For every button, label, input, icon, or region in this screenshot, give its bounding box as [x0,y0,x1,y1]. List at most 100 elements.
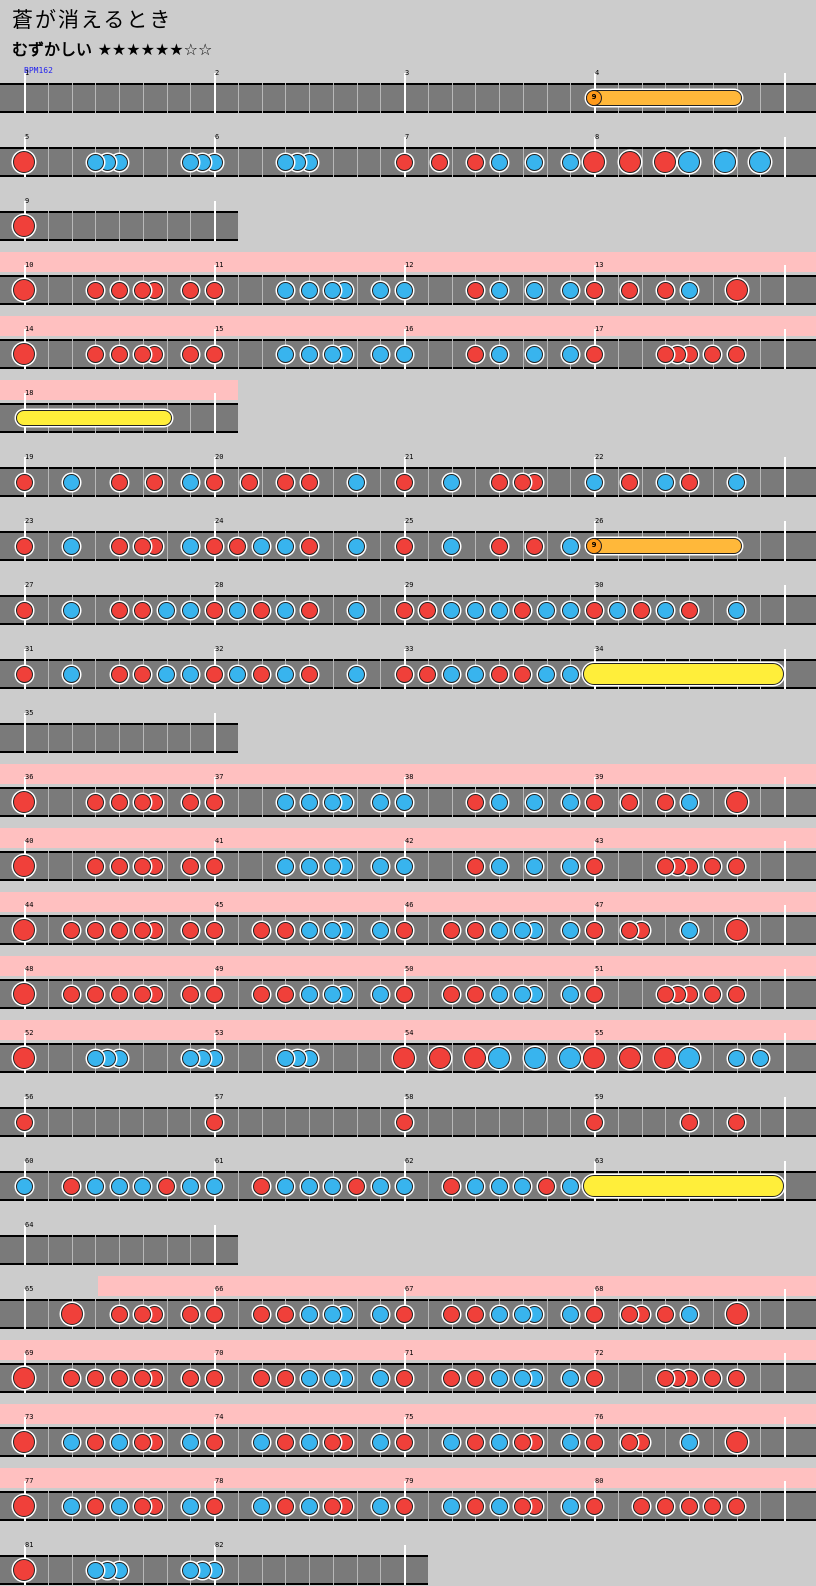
don-note [134,1370,151,1387]
song-title: 蒼が消えるとき [12,4,172,34]
ka-note [253,1498,270,1515]
don-note [63,922,80,939]
beat-line [48,1107,49,1137]
ka-note [324,1306,341,1323]
don-note [111,666,128,683]
bar-line [24,73,26,113]
beat-line [357,339,358,369]
beat-line [760,1299,761,1329]
beat-line [238,83,239,113]
beat-line [428,1491,429,1521]
don-note [253,922,270,939]
bar-number: 47 [595,902,603,909]
beat-line [642,1043,643,1073]
don-note [111,346,128,363]
ka-note [63,666,80,683]
ka-note [443,538,460,555]
beat-line [167,1555,168,1585]
beat-line [167,1107,168,1137]
don-note [681,1498,698,1515]
don-note [728,1370,745,1387]
beat-line [428,1363,429,1393]
beat-line [380,595,381,625]
beat-line [143,83,144,113]
beat-line [547,787,548,817]
beat-line [642,979,643,1009]
beat-line [547,851,548,881]
bar-number: 63 [595,1158,603,1165]
don-note [277,986,294,1003]
bar-number: 22 [595,454,603,461]
beat-line [285,1107,286,1137]
bar-number: 55 [595,1030,603,1037]
beat-line [95,1299,96,1329]
beat-line [190,723,191,753]
don-note [431,154,448,171]
don-note [393,1047,415,1069]
beat-line [665,1107,666,1137]
bar-number: 2 [215,70,219,77]
ka-note [752,1050,769,1067]
beat-line [333,467,334,497]
don-note [277,922,294,939]
beat-line [238,979,239,1009]
don-note [206,666,223,683]
beat-line [48,339,49,369]
don-note [726,279,748,301]
ka-note [562,1370,579,1387]
don-note [16,1114,33,1131]
don-note [301,602,318,619]
ka-note [158,602,175,619]
beat-line [48,595,49,625]
don-note [134,282,151,299]
don-note [111,538,128,555]
bar-line [214,201,216,241]
beat-line [167,275,168,305]
bar-number: 11 [215,262,223,269]
bar-number: 33 [405,646,413,653]
beat-line [95,595,96,625]
don-note [324,1498,341,1515]
don-note [514,1498,531,1515]
don-note [253,602,270,619]
ka-note [681,922,698,939]
beat-line [262,339,263,369]
bar-line [784,905,786,945]
ka-note [562,346,579,363]
beat-line [262,1043,263,1073]
bar-line [784,521,786,561]
bar-number: 59 [595,1094,603,1101]
ka-note [562,1434,579,1451]
beat-line [618,339,619,369]
bar-number: 17 [595,326,603,333]
don-note [111,794,128,811]
beat-line [48,211,49,241]
beat-line [143,147,144,177]
don-note [13,855,35,877]
don-note [726,1431,748,1453]
don-note [467,1370,484,1387]
beat-line [95,1235,96,1265]
bar-line [784,1353,786,1393]
don-note [182,346,199,363]
beat-line [547,979,548,1009]
bar-number: 7 [405,134,409,141]
don-note [13,215,35,237]
don-note [619,151,641,173]
ka-note [562,1498,579,1515]
bar-number: 13 [595,262,603,269]
don-note [396,1114,413,1131]
don-note [467,922,484,939]
beat-line [72,723,73,753]
ka-note [348,538,365,555]
bar-number: 24 [215,518,223,525]
beat-line [167,147,168,177]
beat-line [713,595,714,625]
don-note [253,666,270,683]
beat-line [547,1363,548,1393]
don-note [467,986,484,1003]
don-note [396,986,413,1003]
ka-note [372,1178,389,1195]
